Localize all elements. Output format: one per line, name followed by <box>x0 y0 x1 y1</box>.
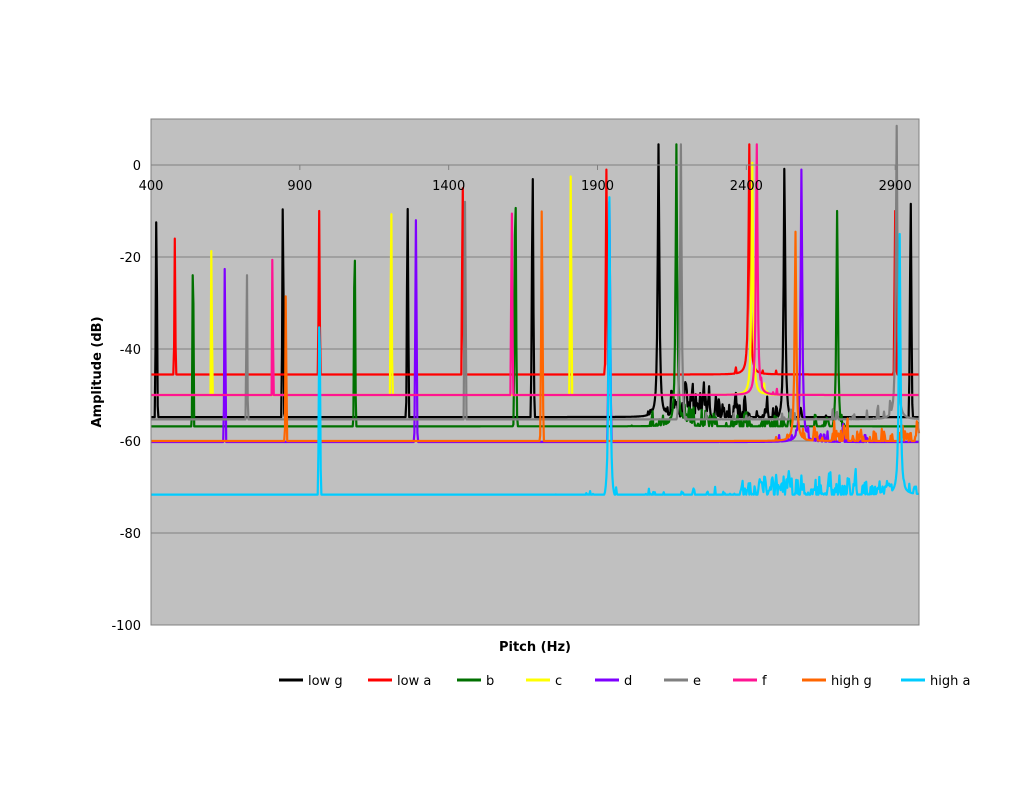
series-line-high-g <box>150 210 921 443</box>
y-axis-title: Amplitude (dB) <box>90 316 105 427</box>
series-layer <box>150 124 921 496</box>
x-axis: 400 900 1400 1900 2400 2900 <box>139 164 919 194</box>
y-tick-label: -100 <box>111 619 141 634</box>
x-tick-label: 400 <box>139 179 164 194</box>
legend-label: e <box>693 674 701 689</box>
legend-label: f <box>762 674 767 689</box>
x-axis-title: Pitch (Hz) <box>499 640 571 655</box>
series-line-f <box>150 143 920 397</box>
legend-label: d <box>624 674 632 689</box>
x-tick-label: 2400 <box>730 179 763 194</box>
y-tick-label: -60 <box>120 435 141 450</box>
y-tick-label: -40 <box>120 343 141 358</box>
series-line-low-a <box>150 143 920 376</box>
x-tick-label: 900 <box>287 179 312 194</box>
y-tick-label: 0 <box>133 159 141 174</box>
legend: low g low a b c d e f high g high a <box>279 674 970 689</box>
legend-label: b <box>486 674 494 689</box>
series-line-e <box>150 124 920 421</box>
legend-label: high g <box>831 674 872 689</box>
y-tick-label: -80 <box>120 527 141 542</box>
x-tick-label: 2900 <box>879 179 912 194</box>
plot-frame <box>150 118 920 626</box>
legend-label: high a <box>930 674 970 689</box>
legend-label: low g <box>308 674 343 689</box>
legend-label: c <box>555 674 562 689</box>
series-line-high-a <box>150 196 920 496</box>
y-axis: 0 -20 -40 -60 -80 -100 <box>111 159 141 634</box>
x-tick-label: 1900 <box>581 179 614 194</box>
y-tick-label: -20 <box>120 251 141 266</box>
x-tick-label: 1400 <box>432 179 465 194</box>
legend-label: low a <box>397 674 431 689</box>
